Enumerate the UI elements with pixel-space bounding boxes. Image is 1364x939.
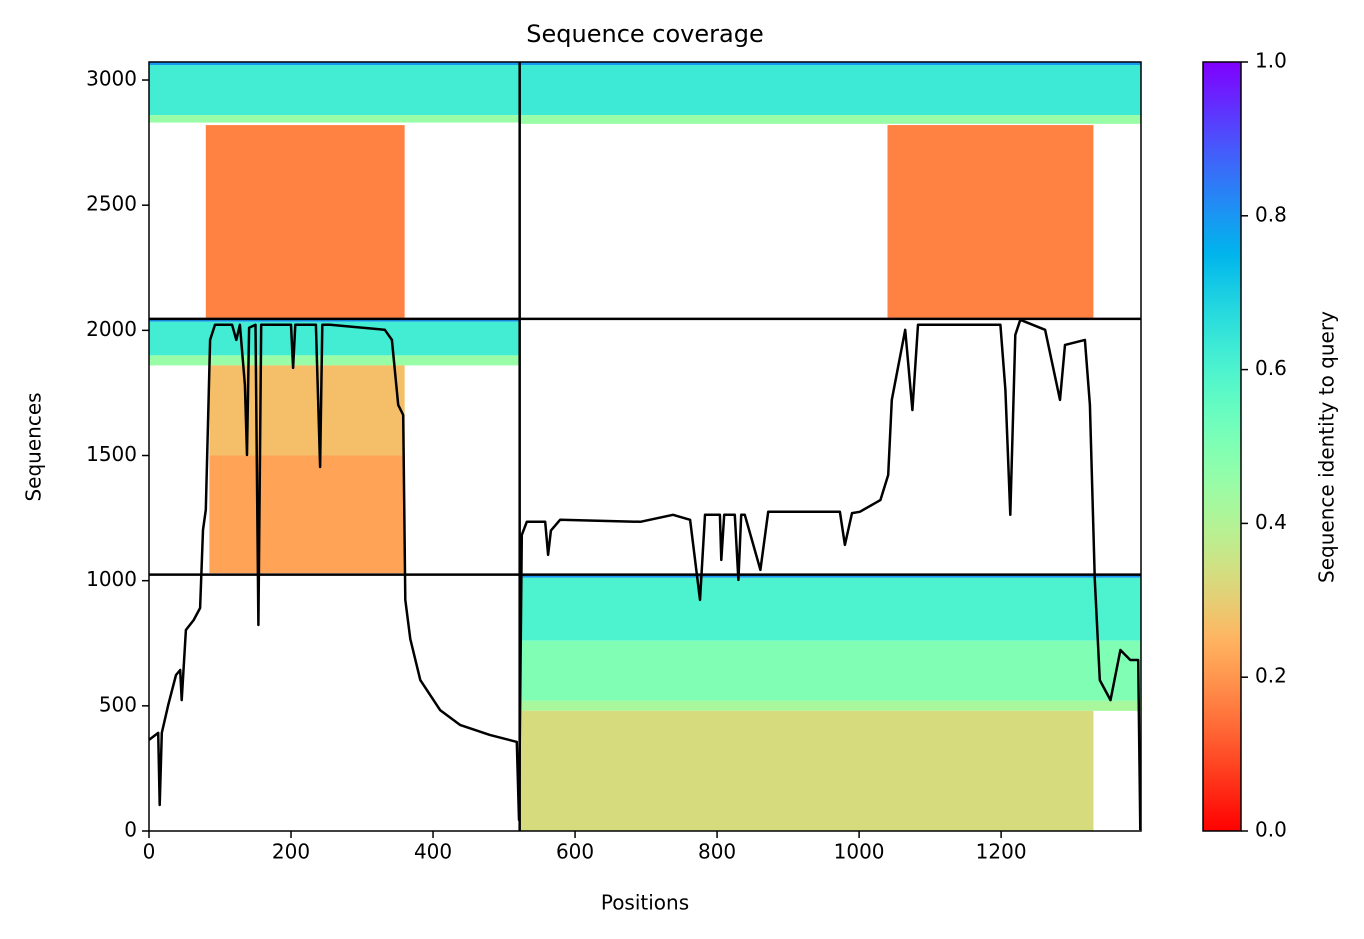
colorbar-label: Sequence identity to query bbox=[1315, 311, 1339, 583]
colorbar-tick-label: 0.8 bbox=[1255, 202, 1287, 226]
coverage-cell bbox=[149, 318, 520, 322]
coverage-cell bbox=[209, 365, 405, 456]
y-tick-label: 500 bbox=[99, 692, 137, 716]
colorbar-tick-label: 0.0 bbox=[1255, 818, 1287, 842]
x-tick-label: 0 bbox=[143, 840, 156, 864]
chart-title: Sequence coverage bbox=[526, 20, 763, 48]
y-tick-label: 1500 bbox=[86, 442, 137, 466]
y-tick-label: 1000 bbox=[86, 567, 137, 591]
colorbar bbox=[1202, 61, 1242, 832]
coverage-cell bbox=[149, 65, 520, 116]
coverage-cell bbox=[519, 574, 1141, 578]
colorbar-tick-label: 1.0 bbox=[1255, 49, 1287, 73]
x-tick-label: 600 bbox=[556, 840, 594, 864]
y-axis-label: Sequences bbox=[22, 392, 46, 501]
coverage-cell bbox=[519, 710, 1094, 831]
coverage-cell bbox=[519, 62, 1141, 66]
coverage-cell bbox=[519, 577, 1141, 641]
coverage-cell bbox=[149, 115, 520, 123]
y-tick-label: 3000 bbox=[86, 67, 137, 91]
colorbar-tick-label: 0.4 bbox=[1255, 510, 1287, 534]
coverage-line bbox=[148, 318, 1142, 831]
x-tick-label: 400 bbox=[414, 840, 452, 864]
x-tick-label: 1200 bbox=[976, 840, 1027, 864]
y-tick-label: 0 bbox=[124, 818, 137, 842]
x-tick-label: 1000 bbox=[834, 840, 885, 864]
coverage-cell bbox=[519, 640, 1141, 701]
coverage-cell bbox=[149, 355, 520, 366]
coverage-cell bbox=[519, 115, 1141, 124]
colorbar-tick-label: 0.2 bbox=[1255, 664, 1287, 688]
x-tick-label: 200 bbox=[272, 840, 310, 864]
coverage-cell bbox=[887, 125, 1094, 318]
coverage-cell bbox=[149, 321, 520, 356]
colorbar-tick-label: 0.6 bbox=[1255, 356, 1287, 380]
coverage-cell bbox=[519, 700, 1141, 711]
y-tick-label: 2500 bbox=[86, 192, 137, 216]
x-axis-label: Positions bbox=[601, 891, 689, 915]
plot-frame bbox=[148, 61, 1142, 832]
coverage-cell bbox=[205, 125, 405, 318]
y-tick-label: 2000 bbox=[86, 317, 137, 341]
coverage-cell bbox=[149, 62, 520, 66]
coverage-cell bbox=[209, 455, 405, 574]
coverage-cell bbox=[519, 65, 1141, 116]
x-tick-label: 800 bbox=[698, 840, 736, 864]
